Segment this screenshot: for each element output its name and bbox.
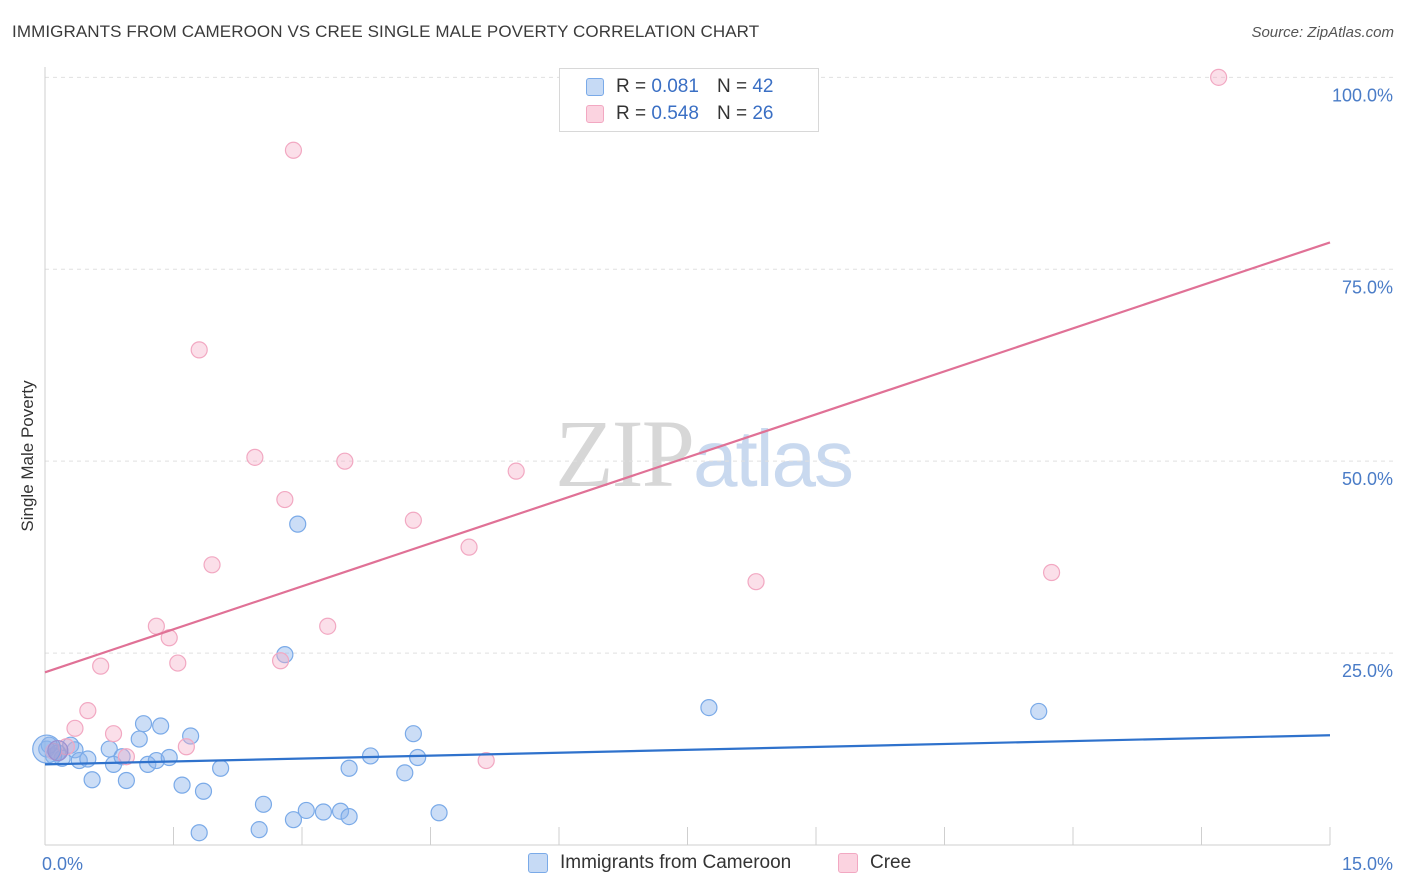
legend-row-cree: R = 0.548 N = 26 — [586, 101, 773, 127]
bottom-legend-label: Immigrants from Cameroon — [560, 852, 792, 873]
cameroon-point — [117, 771, 135, 790]
cree-point — [404, 511, 422, 529]
cree-point — [147, 617, 165, 635]
cree-point — [336, 452, 354, 470]
cree-point — [477, 751, 495, 770]
bottom-legend-label: Cree — [870, 852, 912, 873]
legend-r-value: 0.548 — [651, 103, 699, 124]
cameroon-point — [340, 807, 358, 826]
chart-title: IMMIGRANTS FROM CAMEROON VS CREE SINGLE … — [12, 22, 760, 41]
legend-swatch-cameroon — [586, 78, 604, 96]
cameroon-point — [700, 698, 718, 717]
cree-point — [1042, 563, 1061, 582]
y-tick-label: 75.0% — [1342, 277, 1393, 297]
cameroon-point — [284, 811, 303, 829]
cree-point — [169, 654, 187, 672]
cree-point — [203, 556, 221, 574]
cameroon-point — [194, 782, 213, 800]
trend-lines — [44, 241, 1331, 766]
x-tick-label: 15.0% — [1342, 854, 1393, 874]
cree-point — [92, 657, 110, 675]
bottom-legend-cameroon[interactable]: Immigrants from Cameroon — [528, 852, 791, 874]
cameroon-point — [113, 748, 131, 766]
legend-row-cameroon: R = 0.081 N = 42 — [586, 74, 773, 100]
cameroon-point — [430, 804, 448, 822]
cree-point — [246, 448, 264, 466]
cameroon-point — [83, 771, 101, 789]
cree-point — [1210, 68, 1228, 86]
gridlines — [45, 76, 1395, 654]
cree-point — [190, 341, 208, 359]
cameroon-point — [134, 715, 153, 733]
cree-point — [47, 739, 69, 762]
cree-point — [507, 462, 525, 480]
cameroon-point — [409, 748, 427, 767]
cameroon-point — [130, 730, 148, 748]
cameroon-point — [1030, 702, 1048, 721]
cameroon-point — [139, 755, 157, 773]
cree-point — [271, 652, 290, 670]
cameroon-point — [340, 759, 358, 777]
legend: R = 0.081 N = 42 R = 0.548 N = 26 — [559, 68, 819, 132]
bottom-legend-cree[interactable]: Cree — [838, 852, 911, 874]
cameroon-point — [250, 821, 268, 839]
tick-labels: 25.0% 50.0% 75.0% 100.0% 0.0% 15.0% — [42, 85, 1393, 874]
cameroon-point — [289, 515, 307, 533]
cree-point — [319, 617, 337, 635]
y-tick-label: 25.0% — [1342, 661, 1393, 681]
cameroon-point — [331, 802, 350, 820]
cree-point — [117, 748, 135, 766]
watermark: ZIPatlas — [555, 400, 854, 507]
data-points — [32, 68, 1228, 842]
cree-point — [460, 538, 478, 556]
axes — [44, 67, 1331, 846]
cameroon-point — [173, 776, 191, 794]
source-label[interactable]: Source: ZipAtlas.com — [1251, 24, 1394, 41]
cree-point — [104, 725, 123, 743]
cree-point — [276, 490, 294, 509]
y-tick-label: 100.0% — [1332, 85, 1393, 105]
cameroon-point — [297, 801, 315, 820]
cameroon-point — [152, 717, 170, 735]
cameroon-trend-line — [44, 734, 1331, 766]
y-tick-label: 50.0% — [1342, 469, 1393, 489]
cree-point — [66, 719, 84, 737]
bottom-legend-swatch-cameroon — [528, 853, 548, 873]
cameroon-point — [314, 803, 333, 821]
cameroon-point — [254, 795, 273, 813]
cree-point — [747, 573, 765, 591]
cameroon-point — [396, 764, 414, 782]
cameroon-point — [160, 748, 178, 767]
x-tick-label: 0.0% — [42, 854, 83, 874]
cree-point — [284, 141, 303, 159]
cree-point — [79, 702, 97, 720]
legend-r-value: 0.081 — [651, 76, 699, 97]
cameroon-point — [190, 824, 208, 842]
legend-n-value: 42 — [752, 76, 774, 97]
legend-swatch-cree — [586, 105, 604, 123]
cameroon-point — [147, 751, 165, 770]
legend-n-value: 26 — [752, 103, 774, 124]
cree-trend-line — [44, 241, 1331, 674]
cameroon-point — [182, 727, 200, 745]
cameroon-point — [404, 725, 422, 743]
bottom-legend-swatch-cree — [838, 853, 858, 873]
cree-point — [177, 738, 195, 756]
cameroon-point — [212, 759, 230, 777]
